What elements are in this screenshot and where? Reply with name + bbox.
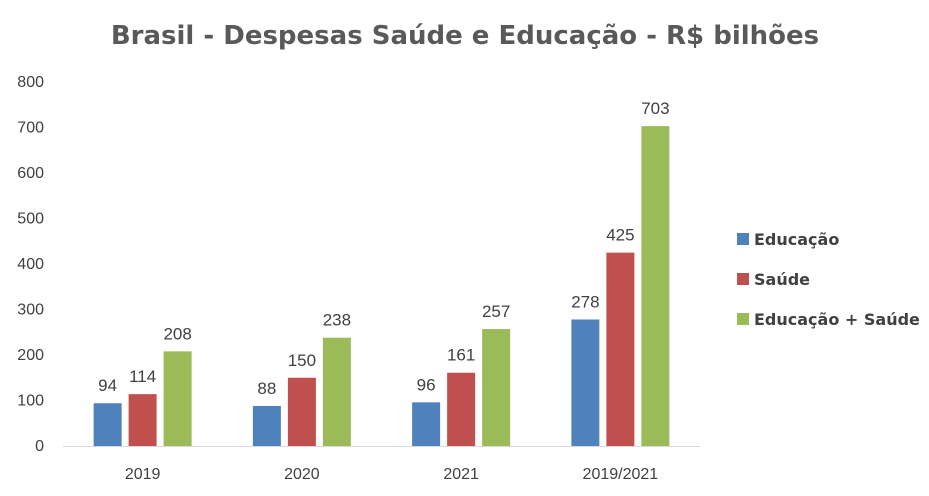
data-label: 161	[447, 346, 475, 365]
bar-2021-0	[412, 402, 441, 446]
x-tick-label: 2021	[443, 466, 479, 483]
x-tick-label: 2019	[125, 466, 161, 483]
y-tick-label: 700	[17, 120, 44, 137]
legend-swatch	[737, 313, 749, 325]
bar-2019-0	[93, 403, 122, 446]
bar-2019-1	[128, 394, 157, 446]
data-label: 208	[163, 324, 191, 343]
data-label: 425	[606, 226, 634, 245]
bar-2020-2	[322, 337, 351, 446]
bar-2019-2021-1	[606, 252, 635, 446]
data-label: 238	[323, 311, 351, 330]
bars-group: 94 114 208 88 150 238 96 161 257 278 425 703	[93, 99, 670, 446]
legend-label: Educação + Saúde	[754, 310, 920, 329]
y-tick-label: 300	[17, 302, 44, 319]
data-label: 703	[641, 99, 669, 118]
bar-2019-2021-2	[641, 126, 670, 446]
legend: Educação Saúde Educação + Saúde	[737, 230, 920, 329]
y-tick-label: 800	[17, 74, 44, 91]
x-tick-label: 2020	[284, 466, 320, 483]
legend-swatch	[737, 273, 749, 285]
y-tick-label: 0	[35, 438, 44, 455]
data-label: 257	[482, 302, 510, 321]
bar-2020-0	[252, 405, 281, 446]
bar-2019-2021-0	[571, 319, 600, 446]
bar-2021-2	[482, 329, 511, 446]
data-label: 150	[288, 351, 316, 370]
y-tick-label: 600	[17, 165, 44, 182]
bar-2020-1	[287, 377, 316, 446]
x-axis: 2019 2020 2021 2019/2021	[63, 446, 700, 483]
data-label: 88	[257, 379, 276, 398]
x-tick-label: 2019/2021	[583, 466, 659, 483]
bar-2019-2	[163, 351, 192, 446]
chart-title: Brasil - Despesas Saúde e Educação - R$ …	[111, 21, 819, 51]
data-label: 94	[98, 376, 117, 395]
legend-label: Educação	[754, 230, 839, 249]
bar-2021-1	[447, 372, 476, 446]
data-label: 278	[571, 293, 599, 312]
legend-swatch	[737, 233, 749, 245]
data-label: 114	[129, 367, 156, 386]
y-axis: 0 100 200 300 400 500 600 700 800	[17, 74, 44, 455]
y-tick-label: 500	[17, 211, 44, 228]
y-tick-label: 400	[17, 256, 44, 273]
legend-label: Saúde	[754, 270, 810, 289]
y-tick-label: 100	[17, 393, 44, 410]
y-tick-label: 200	[17, 347, 44, 364]
data-label: 96	[417, 375, 436, 394]
